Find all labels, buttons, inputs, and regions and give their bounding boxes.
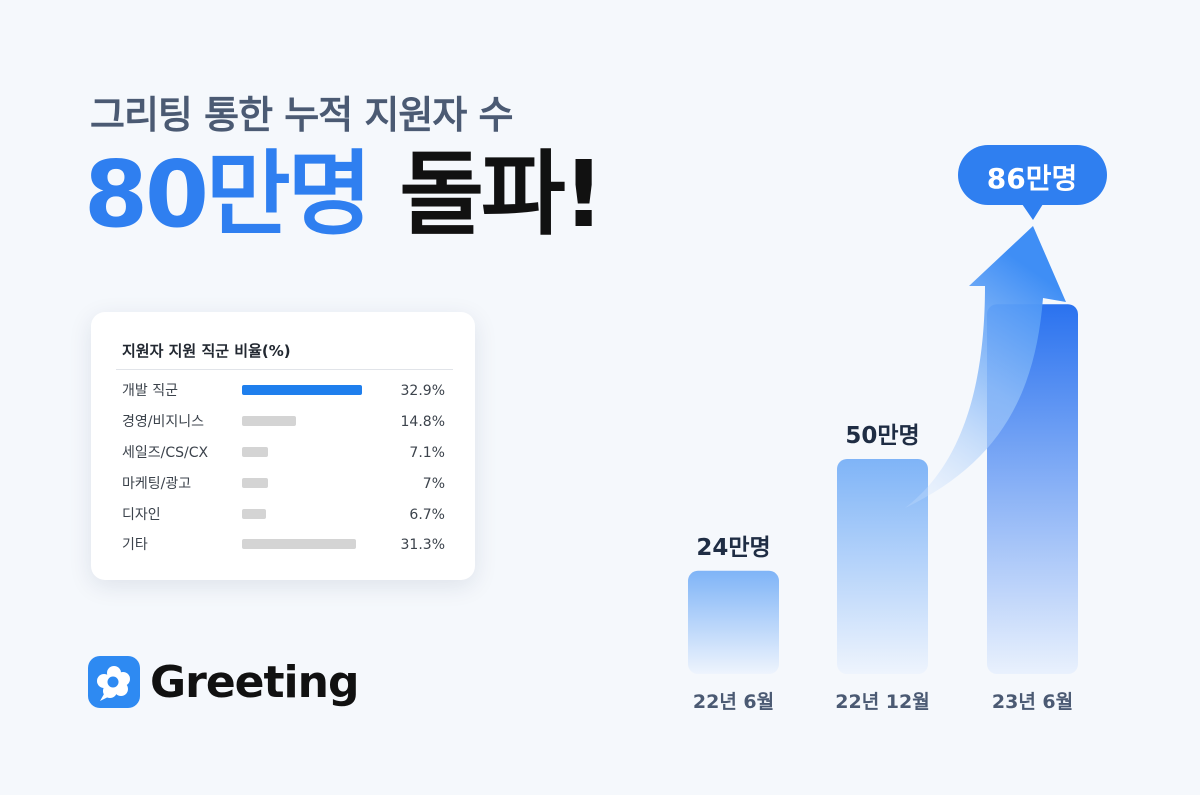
subtitle: 그리팅 통한 누적 지원자 수 [90,93,513,137]
ratio-value: 31.3% [400,537,445,553]
brand-name: Greeting [150,657,359,708]
ratio-row: 디자인 6.7% [122,505,445,525]
headline-rest: 돌파! [399,141,604,248]
ratio-value: 14.8% [400,414,445,430]
ratio-row: 개발 직군 32.9% [122,381,445,401]
card-divider [116,369,453,370]
ratio-value: 6.7% [409,507,445,523]
ratio-label: 개발 직군 [122,383,178,399]
ratio-bar [242,509,267,519]
chart-bar [688,570,779,674]
ratio-row: 세일즈/CS/CX 7.1% [122,443,445,463]
data-label: 50만명 [845,423,919,449]
ratio-label: 기타 [122,537,148,553]
ratio-value: 7% [422,476,445,492]
job-ratio-card: 지원자 지원 직군 비율(%) 개발 직군 32.9% 경영/비지니스 14.8… [91,312,475,580]
ratio-row: 마케팅/광고 7% [122,474,445,494]
ratio-row: 기타 31.3% [122,535,445,555]
ratio-value: 32.9% [400,383,445,399]
growth-arrow [905,226,1066,508]
data-label: 86만명 [987,162,1078,195]
data-label: 24만명 [696,535,770,561]
ratio-label: 디자인 [122,507,161,523]
x-tick-label: 23년 6월 [992,691,1073,713]
x-tick-label: 22년 6월 [693,691,774,713]
card-title: 지원자 지원 직군 비율(%) [122,342,291,360]
ratio-bar [242,478,268,488]
ratio-bar [242,416,297,426]
ratio-label: 경영/비지니스 [122,414,204,430]
x-tick-label: 22년 12월 [835,691,929,713]
headline: 80만명 돌파! [84,141,605,248]
headline-highlight: 80만명 [84,141,372,248]
chart-bar [837,459,928,674]
ratio-bar [242,385,363,395]
ratio-bar [242,539,357,549]
greeting-logo-icon [88,656,140,708]
ratio-row: 경영/비지니스 14.8% [122,412,445,432]
ratio-label: 세일즈/CS/CX [122,445,209,461]
callout-bubble [958,145,1107,220]
ratio-value: 7.1% [409,445,445,461]
ratio-label: 마케팅/광고 [122,476,192,492]
ratio-bar [242,447,268,457]
